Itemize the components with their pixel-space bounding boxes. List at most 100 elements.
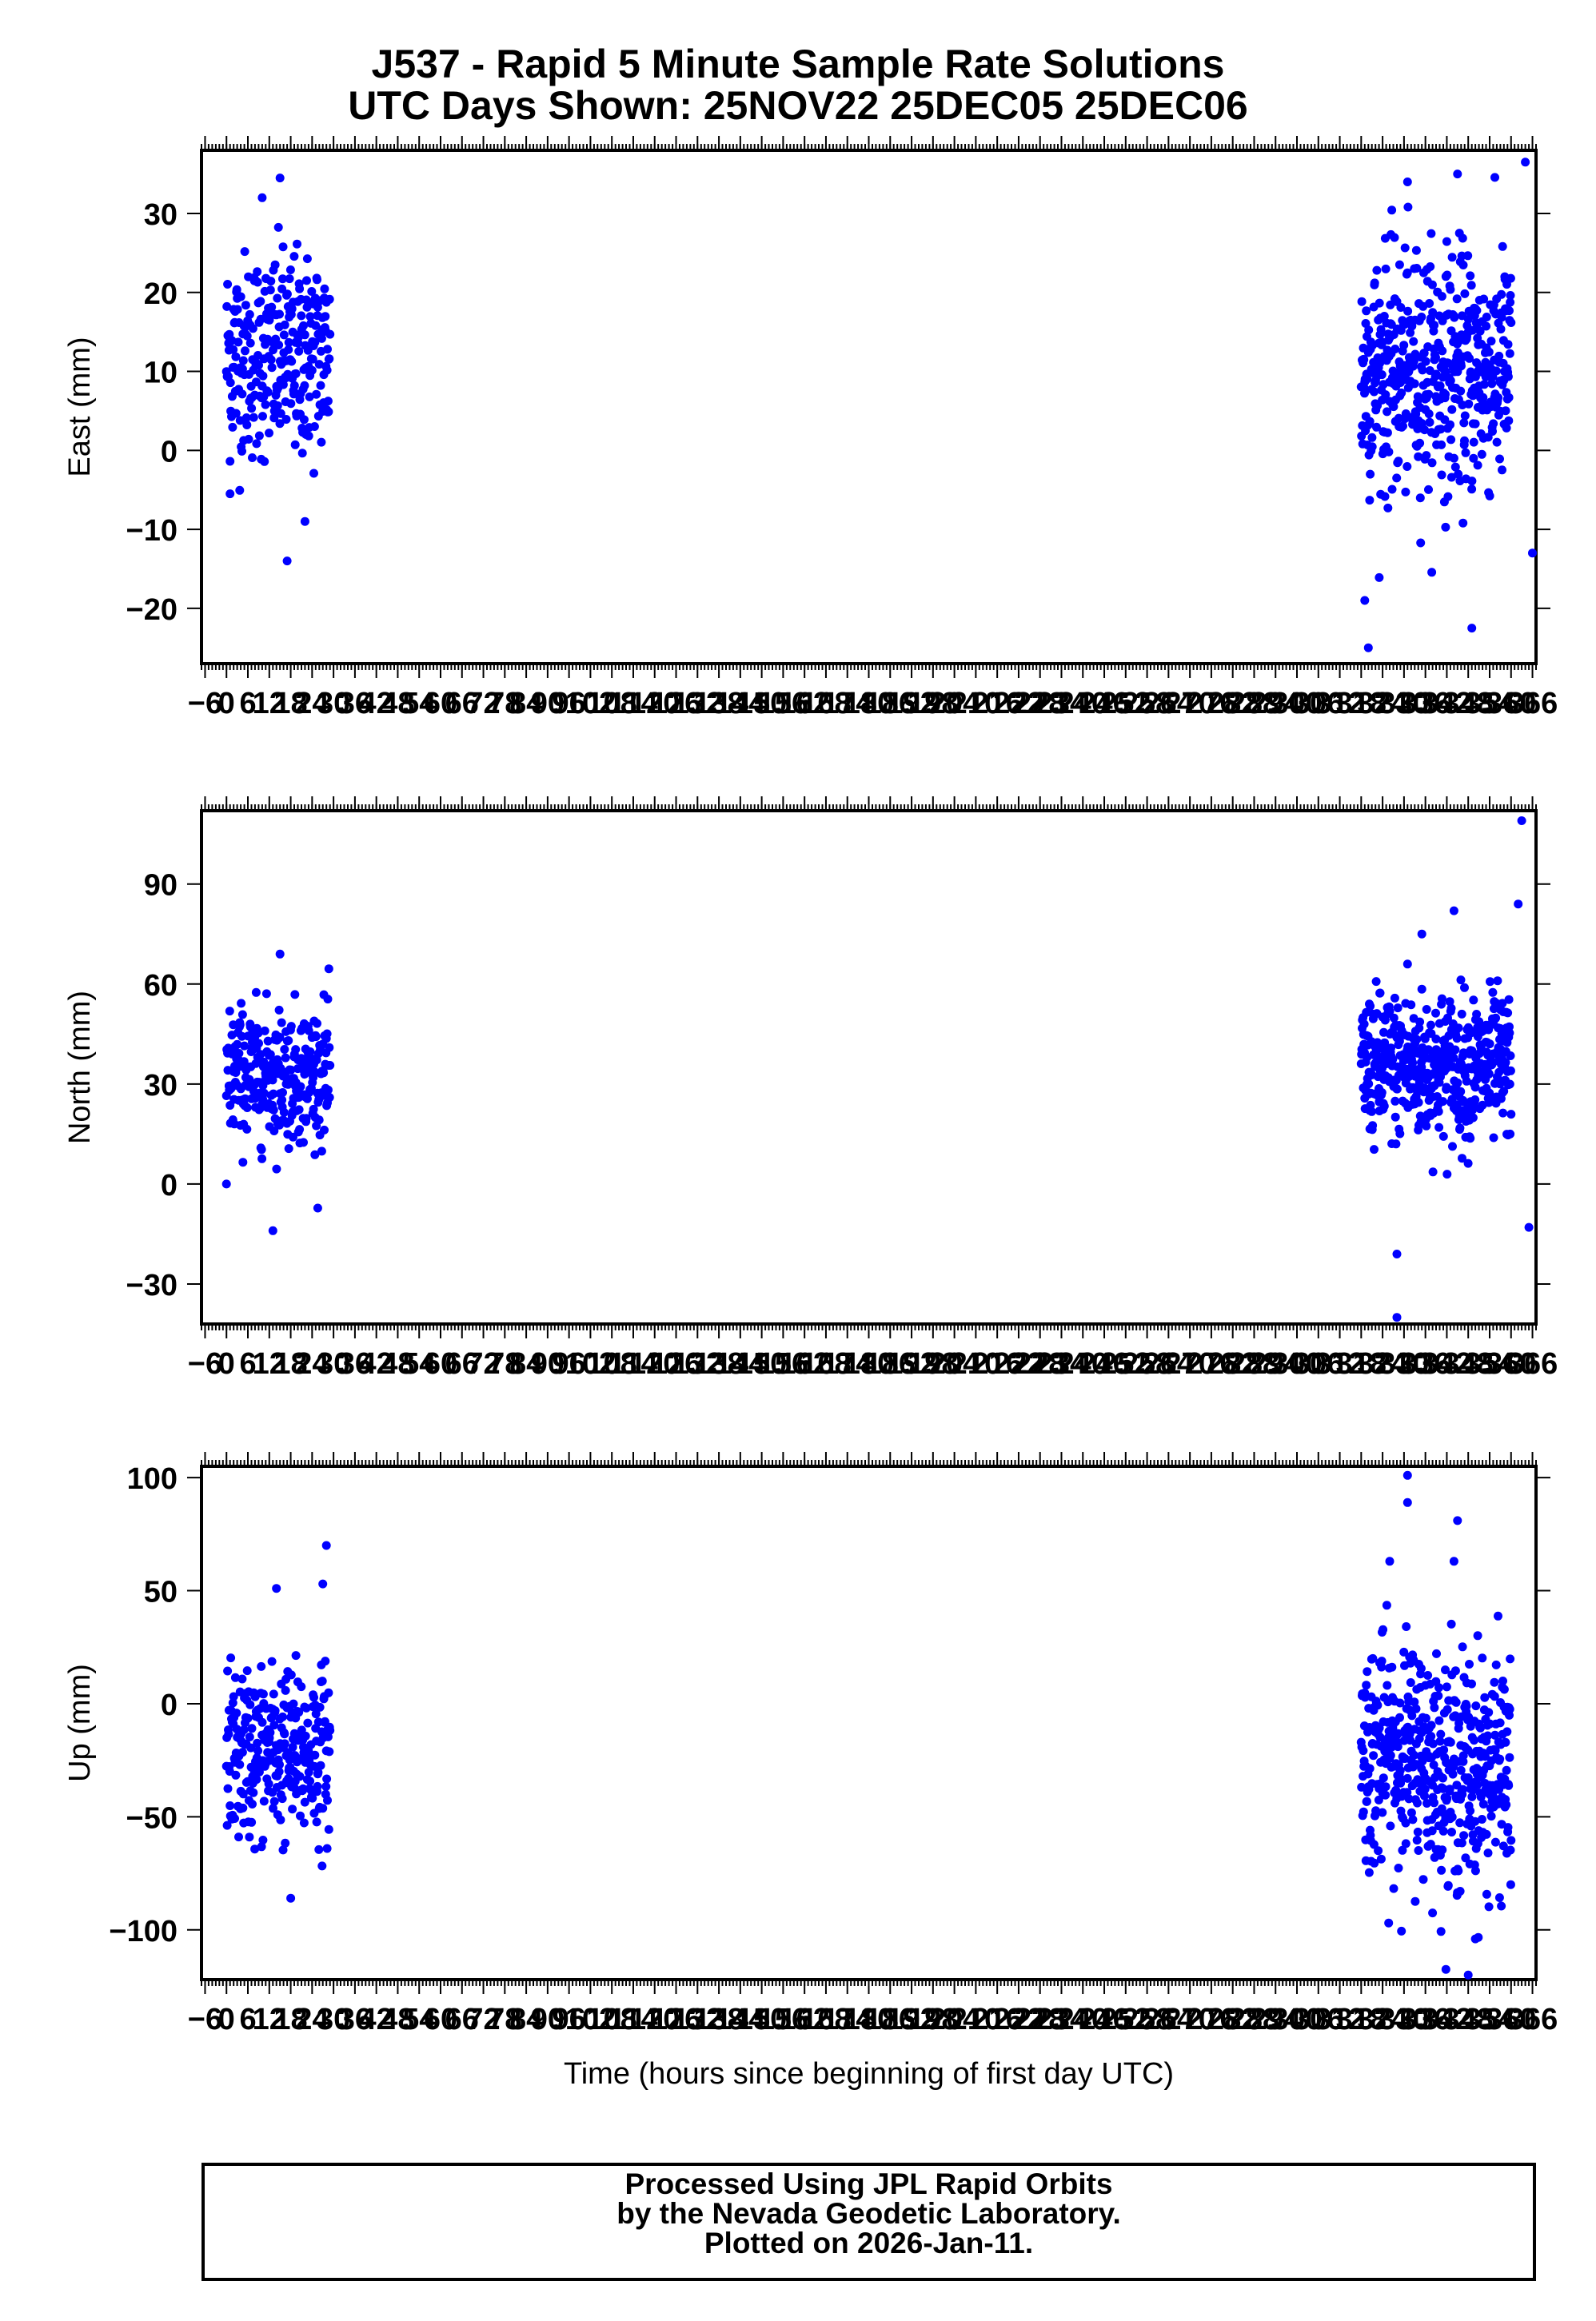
data-point [307,365,317,375]
data-point [1398,1845,1407,1855]
x-tick-label: 66 [445,1347,479,1381]
data-point [1357,297,1367,306]
data-point [1413,392,1422,401]
data-point [288,1742,297,1752]
data-point [221,1179,231,1189]
data-point [1460,289,1470,298]
data-point [247,1817,257,1827]
data-point [1506,1880,1515,1889]
data-point [1454,1866,1463,1876]
data-point [1454,469,1463,479]
data-point [1402,959,1412,969]
data-point [295,284,305,293]
data-point [254,361,263,370]
data-point [273,293,282,303]
data-point [324,1824,333,1834]
data-point [1430,1798,1438,1808]
data-point [310,337,320,347]
x-tick-label: 288 [1229,2003,1279,2036]
data-point [290,440,300,449]
data-point [296,1811,305,1821]
y-tick-label: 30 [144,198,178,232]
data-point [302,254,312,264]
data-point [1414,1098,1423,1107]
data-point [1441,1964,1450,1974]
data-point [278,1845,288,1855]
x-tick-label: 36 [338,687,372,720]
data-point [1392,1250,1402,1258]
data-point [1503,1823,1513,1832]
data-point [1441,1665,1450,1675]
data-point [275,309,284,319]
data-point [223,1784,233,1793]
x-tick-label: 210 [951,2003,1001,2036]
data-point [258,412,267,421]
data-point [314,1844,324,1854]
data-point [1387,485,1397,494]
x-tick-label: 360 [1486,1347,1536,1381]
data-point [1395,1036,1404,1046]
data-point [1436,1927,1446,1936]
data-point [278,380,288,389]
x-tick-label: 84 [509,2003,543,2036]
data-points [221,1470,1516,1980]
data-point [1446,376,1455,385]
x-minor-ticks [201,144,1537,670]
data-point [1467,477,1477,486]
data-point [1411,1704,1421,1713]
x-tick-label: 24 [295,1347,329,1381]
data-point [1490,1677,1499,1687]
data-point [1466,1806,1475,1816]
data-point [1415,438,1425,448]
x-tick-label: 90 [531,1347,565,1381]
data-point [1451,1697,1461,1707]
data-point [1442,1705,1452,1714]
data-point [246,1743,256,1753]
data-point [1467,624,1477,633]
data-point [1442,1170,1452,1179]
x-tick-label: 258 [1122,687,1172,720]
data-point [1422,1005,1431,1014]
data-point [1447,405,1457,414]
data-point [1426,1732,1436,1741]
data-point [322,365,332,375]
x-tick-label: 318 [1336,1347,1387,1381]
data-point [307,287,317,296]
x-tick-label: 30 [317,687,350,720]
data-point [1398,421,1407,431]
data-point [1384,1918,1394,1928]
data-point [277,1095,287,1105]
data-point [1485,491,1494,500]
data-point [311,1709,321,1719]
data-point [1501,406,1510,416]
data-point [1459,1097,1469,1107]
data-point [286,1022,296,1031]
data-point [1370,1858,1379,1868]
x-tick-label: 174 [822,1347,872,1381]
data-point [1502,1727,1512,1737]
x-tick-label: 96 [553,687,586,720]
data-point [1359,355,1369,365]
data-point [1422,451,1431,461]
data-point [1455,1887,1465,1896]
data-point [1477,449,1486,459]
data-point [257,1145,266,1155]
data-point [313,1203,322,1213]
data-point [1506,297,1515,307]
data-point [1413,1827,1422,1836]
data-point [1497,313,1506,322]
data-point [274,1005,284,1015]
data-point [1365,1764,1375,1773]
data-point [324,964,333,974]
data-point [1387,1662,1397,1672]
data-point [230,1673,240,1682]
data-point [1434,1716,1444,1725]
x-tick-label: 312 [1315,2003,1365,2036]
x-tick-label: 108 [586,1347,636,1381]
data-point [241,301,250,310]
x-tick-label: 294 [1251,1347,1301,1381]
data-point [1501,1737,1510,1747]
data-point [280,1729,289,1739]
data-point [1447,1828,1456,1836]
data-point [1439,1745,1449,1755]
